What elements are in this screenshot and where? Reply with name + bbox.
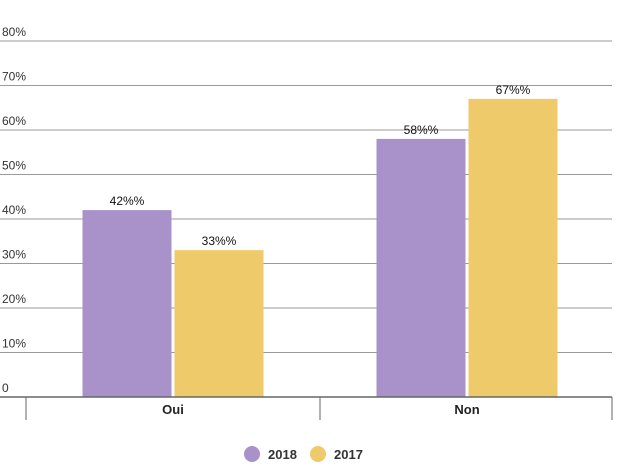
x-tick-label: Non [454,402,479,417]
y-axis-ticks: 0 10% 20% 30% 40% 50% 60% 70% 80% [2,25,26,395]
legend-label: 2018 [268,447,297,462]
data-label: 33%% [202,234,237,248]
legend: 2018 2017 [244,446,363,462]
legend-label: 2017 [334,447,363,462]
y-tick-label: 70% [2,70,26,84]
x-axis: Oui Non [0,396,613,420]
y-tick-label: 40% [2,203,26,217]
bar-oui-2018 [82,210,172,397]
y-tick-label: 0 [2,381,9,395]
data-label: 42%% [110,194,145,208]
bars [82,98,558,397]
x-tick-label: Oui [162,402,184,417]
bar-non-2017 [468,98,558,397]
legend-swatch [310,446,326,462]
y-tick-label: 80% [2,25,26,39]
data-label: 58%% [404,123,439,137]
y-tick-label: 20% [2,292,26,306]
y-tick-label: 30% [2,248,26,262]
y-tick-label: 50% [2,159,26,173]
data-label: 67%% [496,83,531,97]
bar-non-2018 [376,138,466,397]
y-tick-label: 10% [2,337,26,351]
bar-oui-2017 [174,250,264,397]
y-tick-label: 60% [2,114,26,128]
data-labels: 42%% 33%% 58%% 67%% [110,83,531,248]
legend-swatch [244,446,260,462]
